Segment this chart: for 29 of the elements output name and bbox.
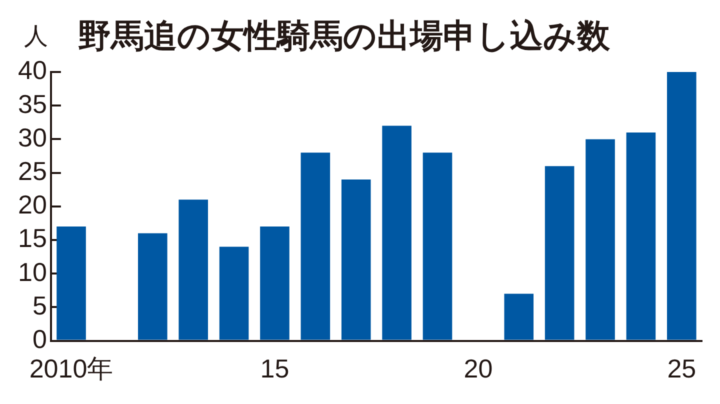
y-tick-label: 10 (18, 256, 47, 287)
bar (300, 152, 330, 340)
y-tick-label: 40 (18, 55, 47, 86)
x-tick-label: 2010年 (29, 354, 114, 384)
bar (544, 166, 574, 340)
bar (382, 126, 412, 340)
y-tick-label: 25 (18, 156, 47, 186)
chart-title: 野馬追の女性騎馬の出場申し込み数 (78, 15, 610, 57)
x-tick-label: 20 (464, 354, 493, 384)
y-tick-label: 35 (18, 88, 47, 119)
bar (422, 152, 452, 340)
y-tick-label: 30 (18, 122, 47, 152)
bar (56, 226, 86, 340)
bar (586, 139, 615, 340)
y-axis-title: 人 (24, 21, 48, 52)
y-tick-label: 0 (32, 324, 47, 354)
x-tick-label: 25 (667, 354, 696, 384)
bar (626, 132, 656, 340)
bar (219, 246, 249, 340)
bar (260, 226, 290, 340)
bar (341, 180, 371, 340)
y-tick-label: 15 (18, 223, 47, 254)
bar (667, 72, 696, 340)
bar (138, 233, 168, 340)
bar (178, 200, 208, 340)
bar (504, 294, 534, 340)
y-tick-label: 5 (32, 290, 47, 320)
x-tick-label: 15 (260, 354, 290, 384)
y-tick-label: 20 (18, 190, 47, 220)
